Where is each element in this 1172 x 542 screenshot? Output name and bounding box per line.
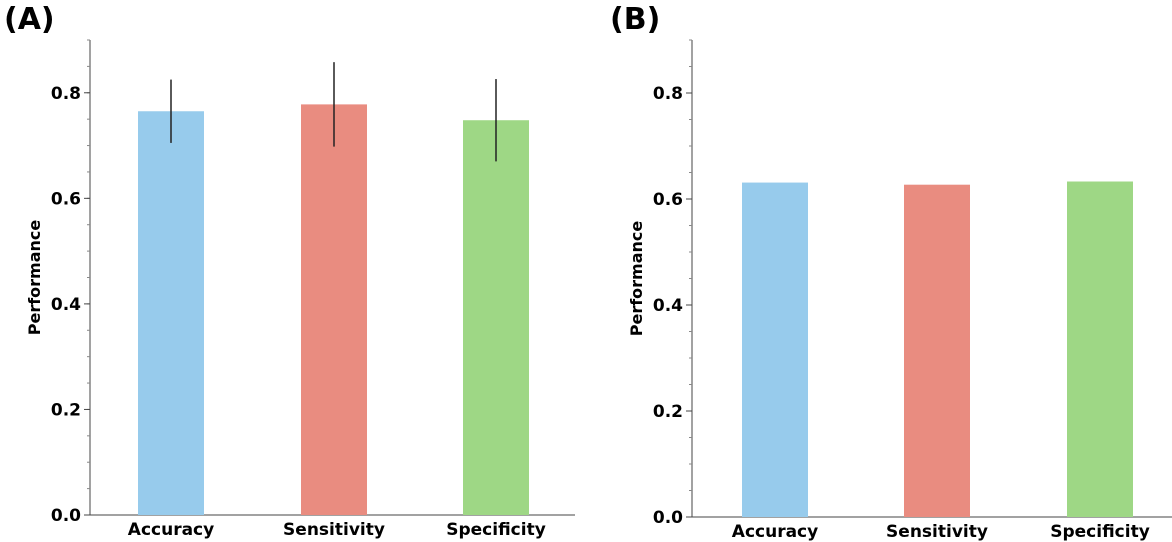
- x-tick-label-specificity: Specificity: [1050, 522, 1150, 542]
- y-tick-label: 0.6: [653, 190, 683, 210]
- x-tick-label-specificity: Specificity: [446, 520, 546, 540]
- x-tick-label-accuracy: Accuracy: [128, 520, 214, 540]
- bar-specificity: [463, 120, 529, 515]
- y-tick-label: 0.8: [51, 84, 81, 104]
- y-tick-label: 0.4: [51, 295, 81, 315]
- panel-label-b: (B): [610, 2, 661, 37]
- panel-label-a: (A): [4, 2, 55, 37]
- y-tick-label: 0.2: [51, 400, 81, 420]
- chart-panel-b: (B) 0.0 0.2 0.4 0.6 0.8 Performance Accuracy Se…: [586, 0, 1172, 542]
- chart-panel-a: (A) 0.0 0.2 0.4 0.6 0.8 Performance Accuracy Se…: [4, 2, 575, 540]
- bar-chart-b: 0.0 0.2 0.4 0.6 0.8 Performance Accuracy Sensit…: [627, 39, 1172, 542]
- bar-sensitivity: [904, 184, 970, 517]
- y-axis-label: Performance: [627, 221, 646, 337]
- bar-accuracy: [742, 182, 808, 517]
- y-tick-label: 0.6: [51, 189, 81, 209]
- y-tick-label: 0.0: [653, 508, 683, 528]
- y-tick-label: 0.8: [653, 84, 683, 104]
- x-tick-label-sensitivity: Sensitivity: [886, 522, 988, 542]
- bar-chart-a: 0.0 0.2 0.4 0.6 0.8 Performance Accuracy Sensit…: [25, 39, 575, 540]
- bar-accuracy: [138, 111, 204, 515]
- x-tick-label-accuracy: Accuracy: [732, 522, 818, 542]
- bar-sensitivity: [301, 104, 367, 515]
- y-tick-label: 0.2: [653, 402, 683, 422]
- y-tick-label: 0.0: [51, 506, 81, 526]
- y-tick-label: 0.4: [653, 296, 683, 316]
- bar-specificity: [1067, 181, 1133, 517]
- y-axis-label: Performance: [25, 220, 44, 336]
- x-tick-label-sensitivity: Sensitivity: [283, 520, 385, 540]
